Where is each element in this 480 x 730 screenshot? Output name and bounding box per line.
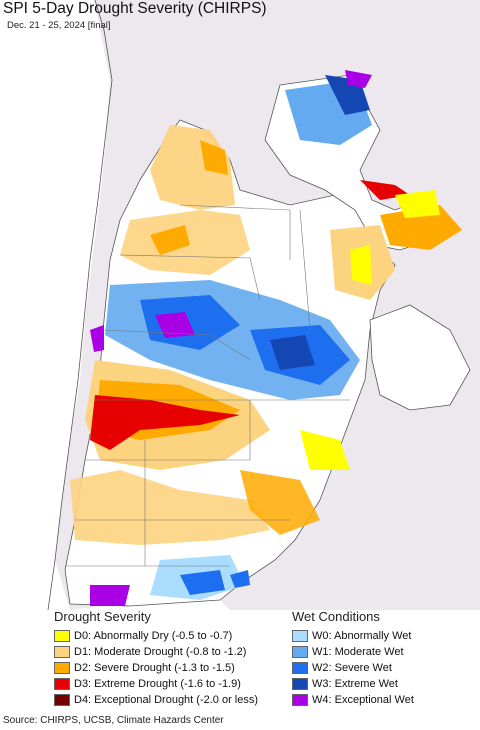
- legend-item-d1: D1: Moderate Drought (-0.8 to -1.2): [54, 644, 258, 660]
- legend-item-w2: W2: Severe Wet: [292, 660, 414, 676]
- legend-label-w3: W3: Extreme Wet: [312, 678, 398, 690]
- map-subtitle: Dec. 21 - 25, 2024 [final]: [7, 20, 111, 31]
- legend-drought-heading: Drought Severity: [54, 609, 151, 624]
- swatch-d1: [54, 646, 70, 658]
- d1-patagonia: [70, 470, 270, 545]
- swatch-w0: [292, 630, 308, 642]
- map-title: SPI 5-Day Drought Severity (CHIRPS): [3, 0, 267, 17]
- w2-island: [230, 570, 250, 588]
- d2-north: [200, 140, 228, 175]
- legend-label-d0: D0: Abnormally Dry (-0.5 to -0.7): [74, 630, 233, 642]
- d0-patagonia: [300, 430, 350, 470]
- legend-label-d1: D1: Moderate Drought (-0.8 to -1.2): [74, 646, 247, 658]
- swatch-w2: [292, 662, 308, 674]
- legend-label-w2: W2: Severe Wet: [312, 662, 392, 674]
- swatch-d3: [54, 678, 70, 690]
- d0-east: [350, 245, 372, 285]
- legend-label-w0: W0: Abnormally Wet: [312, 630, 412, 642]
- d2-patagonia: [240, 470, 320, 535]
- d0-paraguay: [395, 190, 440, 218]
- swatch-w3: [292, 678, 308, 690]
- legend-item-d4: D4: Exceptional Drought (-2.0 or less): [54, 692, 258, 708]
- w2-south: [180, 570, 225, 595]
- w4-coast: [90, 325, 104, 352]
- w4-central: [155, 312, 195, 338]
- legend-item-w1: W1: Moderate Wet: [292, 644, 414, 660]
- legend-item-w0: W0: Abnormally Wet: [292, 628, 414, 644]
- w4-north: [345, 70, 372, 88]
- legend-item-d0: D0: Abnormally Dry (-0.5 to -0.7): [54, 628, 258, 644]
- swatch-d4: [54, 694, 70, 706]
- d2-center-north: [150, 225, 190, 255]
- legend-item-w4: W4: Exceptional Wet: [292, 692, 414, 708]
- chile-coast: [47, 0, 113, 610]
- swatch-w4: [292, 694, 308, 706]
- uruguay: [369, 304, 471, 411]
- map-area: SPI 5-Day Drought Severity (CHIRPS) Dec.…: [3, 0, 480, 610]
- swatch-w1: [292, 646, 308, 658]
- legend-label-d3: D3: Extreme Drought (-1.6 to -1.9): [74, 678, 241, 690]
- legend-wet-heading: Wet Conditions: [292, 609, 380, 624]
- legend-item-w3: W3: Extreme Wet: [292, 676, 414, 692]
- w3-central-east: [270, 335, 315, 370]
- d3-south-central: [90, 395, 240, 450]
- d2-paraguay-se: [380, 205, 462, 250]
- w4-south: [90, 585, 130, 606]
- legend-label-d4: D4: Exceptional Drought (-2.0 or less): [74, 694, 259, 706]
- legend-label-d2: D2: Severe Drought (-1.3 to -1.5): [74, 662, 235, 674]
- drought-map: [47, 0, 480, 610]
- legend-label-w1: W1: Moderate Wet: [312, 646, 404, 658]
- legend-label-w4: W4: Exceptional Wet: [312, 694, 414, 706]
- legend-item-d3: D3: Extreme Drought (-1.6 to -1.9): [54, 676, 258, 692]
- legend-wet: Wet Conditions W0: Abnormally Wet W1: Mo…: [292, 610, 414, 708]
- legend-item-d2: D2: Severe Drought (-1.3 to -1.5): [54, 660, 258, 676]
- swatch-d2: [54, 662, 70, 674]
- legend-drought: Drought Severity D0: Abnormally Dry (-0.…: [54, 610, 258, 708]
- source-credit: Source: CHIRPS, UCSB, Climate Hazards Ce…: [3, 715, 224, 726]
- swatch-d0: [54, 630, 70, 642]
- legend: Drought Severity D0: Abnormally Dry (-0.…: [0, 610, 480, 712]
